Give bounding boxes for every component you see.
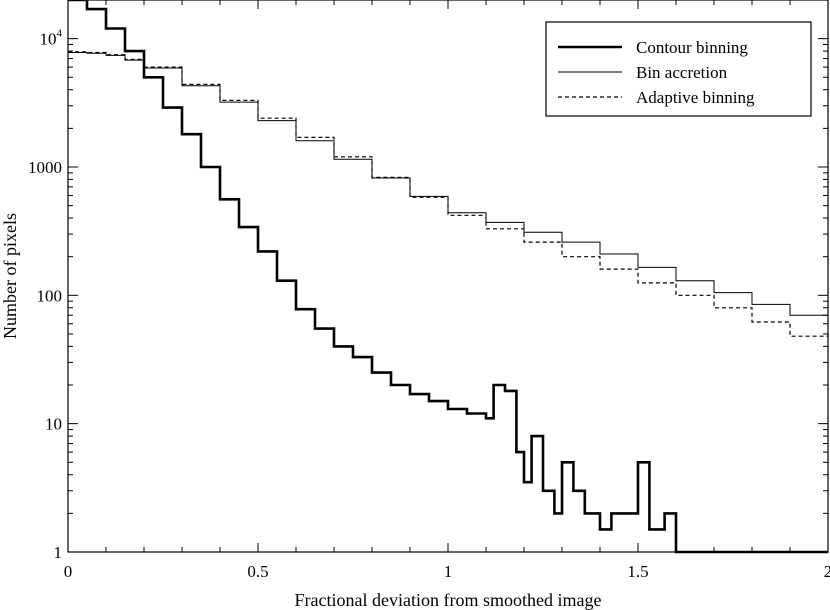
x-tick-label: 1	[444, 562, 453, 581]
x-tick-label: 0.5	[247, 562, 268, 581]
series-layer	[68, 0, 829, 554]
y-axis-title: Number of pixels	[0, 213, 20, 339]
x-tick-label: 1.5	[627, 562, 648, 581]
legend-label: Bin accretion	[636, 63, 728, 82]
legend-box	[545, 21, 812, 117]
ticks-layer: 0 0.5 1 1.5 2 1 10 100 1000 104	[28, 0, 830, 581]
x-axis-title: Fractional deviation from smoothed image	[295, 590, 602, 610]
y-tick-label: 1000	[28, 158, 62, 177]
series-line-adaptive-binning	[68, 51, 829, 337]
series-line-contour-binning	[68, 0, 828, 554]
y-tick-label: 10	[45, 415, 62, 434]
y-tick-label: 104	[40, 28, 63, 49]
legend: Contour binning Bin accretion Adaptive bin…	[545, 21, 812, 117]
y-tick-label: 1	[54, 543, 63, 562]
legend-label: Adaptive binning	[636, 88, 755, 107]
x-tick-label: 2	[824, 562, 830, 581]
legend-label: Contour binning	[636, 38, 748, 57]
x-tick-label: 0	[64, 562, 73, 581]
y-tick-label: 100	[37, 286, 63, 305]
